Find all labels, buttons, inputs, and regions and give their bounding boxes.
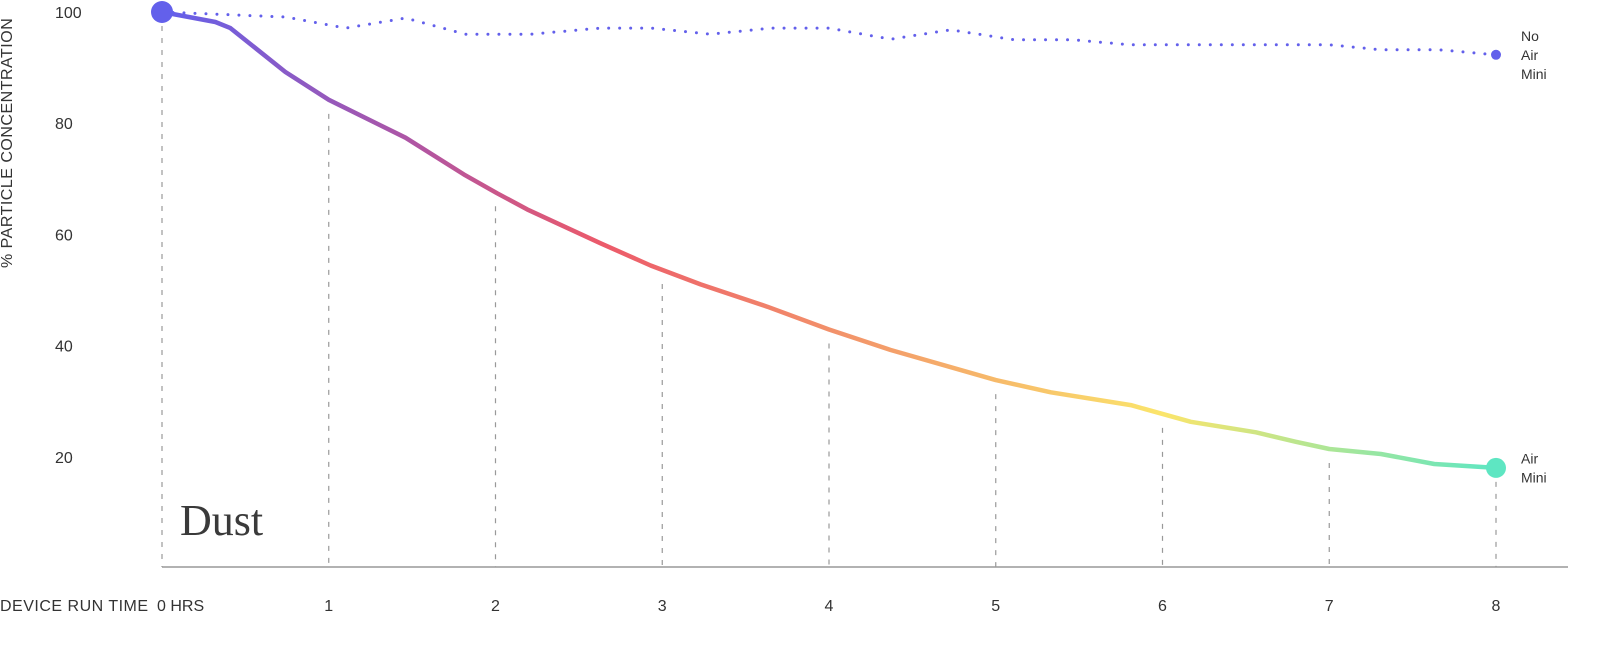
air-mini-end-marker bbox=[1486, 457, 1506, 478]
x-tick-label: 3 bbox=[658, 598, 667, 615]
x-tick-label: 4 bbox=[825, 598, 834, 615]
y-tick-label: 80 bbox=[55, 116, 73, 133]
series-label: Mini bbox=[1521, 66, 1547, 82]
series-label: No bbox=[1521, 28, 1539, 44]
y-tick-label: 60 bbox=[55, 227, 73, 244]
series-label: Air bbox=[1521, 450, 1538, 466]
x-axis-title: DEVICE RUN TIME bbox=[0, 598, 149, 615]
air-mini-line bbox=[159, 9, 1499, 471]
y-tick-label: 40 bbox=[55, 339, 73, 356]
chart-title: Dust bbox=[180, 496, 263, 545]
x-tick-label: 8 bbox=[1492, 598, 1501, 615]
no-air-mini-line bbox=[160, 10, 1498, 57]
series-label: Air bbox=[1521, 47, 1538, 63]
x-tick-label: 0 HRS bbox=[157, 598, 204, 615]
x-tick-label: 5 bbox=[991, 598, 1000, 615]
no-air-mini-end-marker bbox=[1491, 49, 1501, 60]
x-tick-label: 7 bbox=[1325, 598, 1334, 615]
x-tick-label: 2 bbox=[491, 598, 500, 615]
x-tick-label: 6 bbox=[1158, 598, 1167, 615]
y-axis-title: % PARTICLE CONCENTRATION bbox=[0, 18, 16, 268]
y-tick-label: 20 bbox=[55, 450, 73, 467]
x-tick-label: 1 bbox=[324, 598, 333, 615]
series-label: Mini bbox=[1521, 469, 1547, 485]
y-tick-label: 100 bbox=[55, 5, 82, 22]
